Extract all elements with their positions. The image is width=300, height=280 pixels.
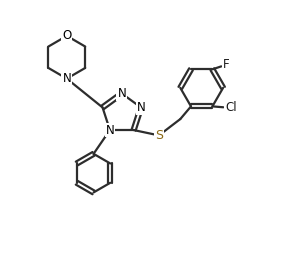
Text: O: O (62, 29, 71, 42)
Text: N: N (117, 87, 126, 100)
Text: N: N (106, 123, 114, 137)
Text: N: N (136, 101, 146, 114)
Text: N: N (62, 72, 71, 85)
Text: F: F (223, 58, 230, 71)
Text: S: S (155, 129, 163, 142)
Text: Cl: Cl (225, 101, 237, 114)
